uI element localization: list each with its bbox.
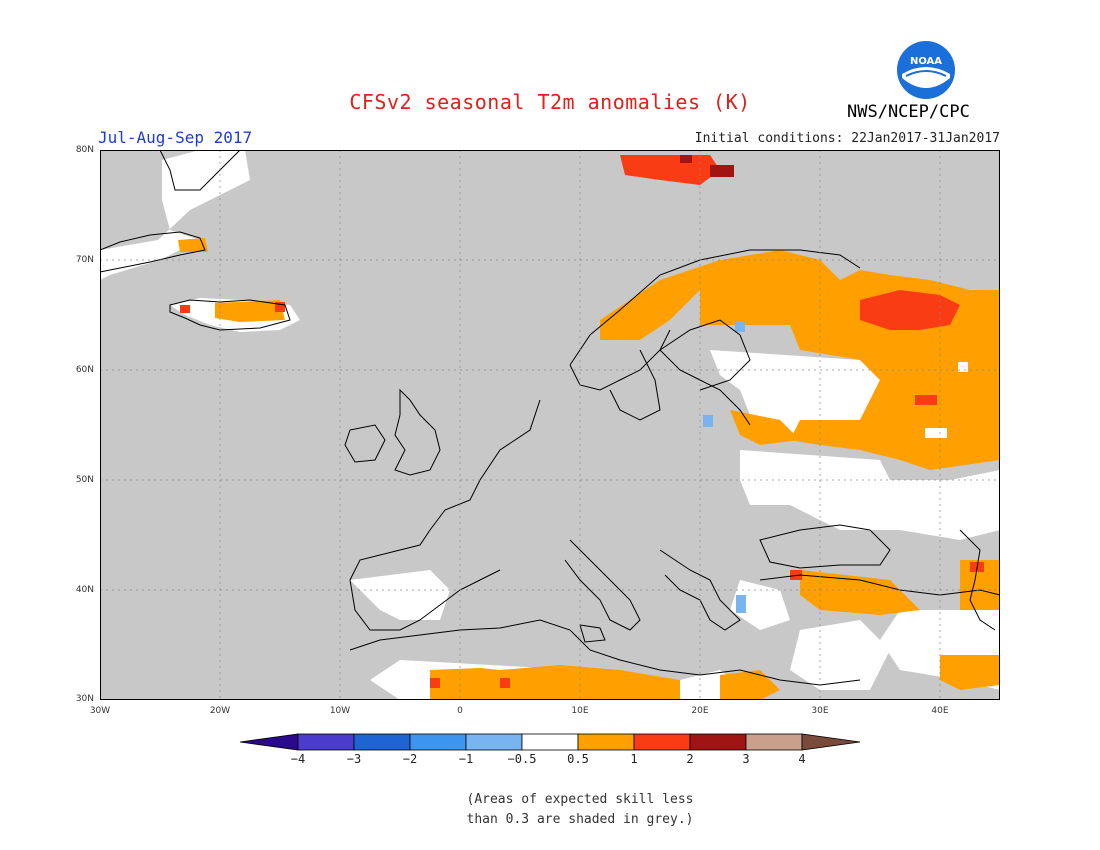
skill-note-line: than 0.3 are shaded in grey.) bbox=[466, 812, 694, 827]
logo-text: NOAA bbox=[910, 56, 942, 67]
map-frame bbox=[100, 150, 1000, 700]
lat-label: 30N bbox=[75, 694, 94, 704]
colorbar-label: 4 bbox=[798, 752, 806, 766]
colorbar-swatch bbox=[465, 733, 523, 751]
lon-label: 10W bbox=[329, 706, 351, 716]
lat-label: 50N bbox=[75, 475, 94, 485]
colorbar-label: −1 bbox=[458, 752, 474, 766]
colorbar-label: −4 bbox=[290, 752, 306, 766]
colorbar-swatch bbox=[801, 733, 861, 751]
forecast-period: Jul-Aug-Sep 2017 bbox=[98, 128, 253, 147]
lon-label: 30W bbox=[89, 706, 111, 716]
initial-conditions: Initial conditions: 22Jan2017-31Jan2017 bbox=[694, 131, 1000, 146]
colorbar-label: 1 bbox=[630, 752, 638, 766]
colorbar-label: −0.5 bbox=[507, 752, 537, 766]
noaa-logo: NOAA bbox=[897, 41, 955, 99]
chart-title: CFSv2 seasonal T2m anomalies (K) bbox=[349, 90, 751, 114]
very-strong-warm-regions bbox=[680, 155, 734, 177]
colorbar-swatch bbox=[240, 733, 299, 751]
colorbar-swatch bbox=[409, 733, 467, 751]
colorbar-label: 3 bbox=[742, 752, 750, 766]
colorbar-swatch bbox=[577, 733, 635, 751]
colorbar-swatch bbox=[353, 733, 411, 751]
colorbar-swatch bbox=[689, 733, 747, 751]
graticule bbox=[100, 150, 1000, 700]
strong-warm-regions bbox=[180, 155, 984, 688]
colorbar-swatch bbox=[297, 733, 355, 751]
agency-label: NWS/NCEP/CPC bbox=[847, 102, 970, 122]
colorbar-swatch bbox=[521, 733, 579, 751]
cool-anomaly-regions bbox=[703, 322, 746, 613]
lon-label: 30E bbox=[811, 706, 829, 716]
lat-label: 80N bbox=[75, 145, 94, 155]
colorbar-swatch bbox=[745, 733, 803, 751]
skill-note: (Areas of expected skill less than 0.3 a… bbox=[380, 790, 780, 830]
colorbar-swatch bbox=[633, 733, 691, 751]
colorbar-label: 2 bbox=[686, 752, 694, 766]
colorbar-label: −2 bbox=[402, 752, 418, 766]
colorbar bbox=[240, 733, 861, 751]
lat-label: 40N bbox=[75, 585, 94, 595]
lon-label: 0 bbox=[457, 706, 463, 716]
skill-note-line: (Areas of expected skill less bbox=[466, 792, 694, 807]
colorbar-label: 0.5 bbox=[567, 752, 589, 766]
near-normal-patches bbox=[925, 362, 968, 438]
coastlines bbox=[100, 150, 1000, 686]
colorbar-label: −3 bbox=[346, 752, 362, 766]
lat-label: 70N bbox=[75, 255, 94, 265]
lon-label: 10E bbox=[571, 706, 589, 716]
lon-label: 40E bbox=[931, 706, 949, 716]
anomaly-map bbox=[100, 150, 1000, 700]
lon-label: 20E bbox=[691, 706, 709, 716]
lat-label: 60N bbox=[75, 365, 94, 375]
lon-label: 20W bbox=[209, 706, 231, 716]
